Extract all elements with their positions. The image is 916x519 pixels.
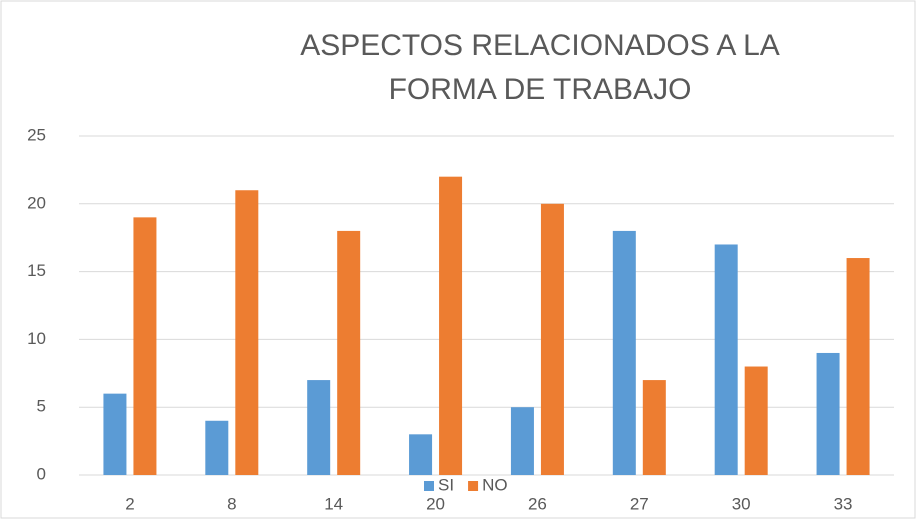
x-tick-label: 26 xyxy=(528,494,547,513)
x-tick-label: 30 xyxy=(732,494,751,513)
legend-label: NO xyxy=(482,475,508,494)
y-tick-label: 25 xyxy=(27,125,46,144)
bar xyxy=(103,393,127,475)
y-tick-label: 15 xyxy=(27,261,46,280)
bar xyxy=(235,190,259,476)
chart-title: ASPECTOS RELACIONADOS A LA FORMA DE TRAB… xyxy=(300,29,780,106)
bar xyxy=(714,244,738,475)
bar xyxy=(744,366,768,475)
bar xyxy=(642,380,666,475)
bar xyxy=(409,434,433,475)
bar xyxy=(337,230,361,475)
y-tick-label: 20 xyxy=(27,193,46,212)
bar xyxy=(612,230,636,475)
x-tick-label: 8 xyxy=(227,494,236,513)
bar xyxy=(439,176,463,475)
bar xyxy=(540,203,564,476)
x-tick-label: 2 xyxy=(125,494,134,513)
legend-swatch xyxy=(468,481,479,491)
bar xyxy=(510,407,534,475)
legend-swatch xyxy=(424,481,434,491)
y-tick-label: 5 xyxy=(37,397,46,416)
legend-label: SI xyxy=(438,475,454,494)
bar xyxy=(133,217,157,476)
x-tick-label: 14 xyxy=(324,494,343,513)
bar xyxy=(846,258,870,475)
x-tick-label: 33 xyxy=(834,494,853,513)
y-tick-label: 0 xyxy=(37,464,46,483)
x-tick-label: 20 xyxy=(426,494,445,513)
x-tick-label: 27 xyxy=(630,494,649,513)
bar xyxy=(816,352,840,475)
bar xyxy=(307,380,331,475)
y-tick-label: 10 xyxy=(27,329,46,348)
bar xyxy=(205,420,229,475)
